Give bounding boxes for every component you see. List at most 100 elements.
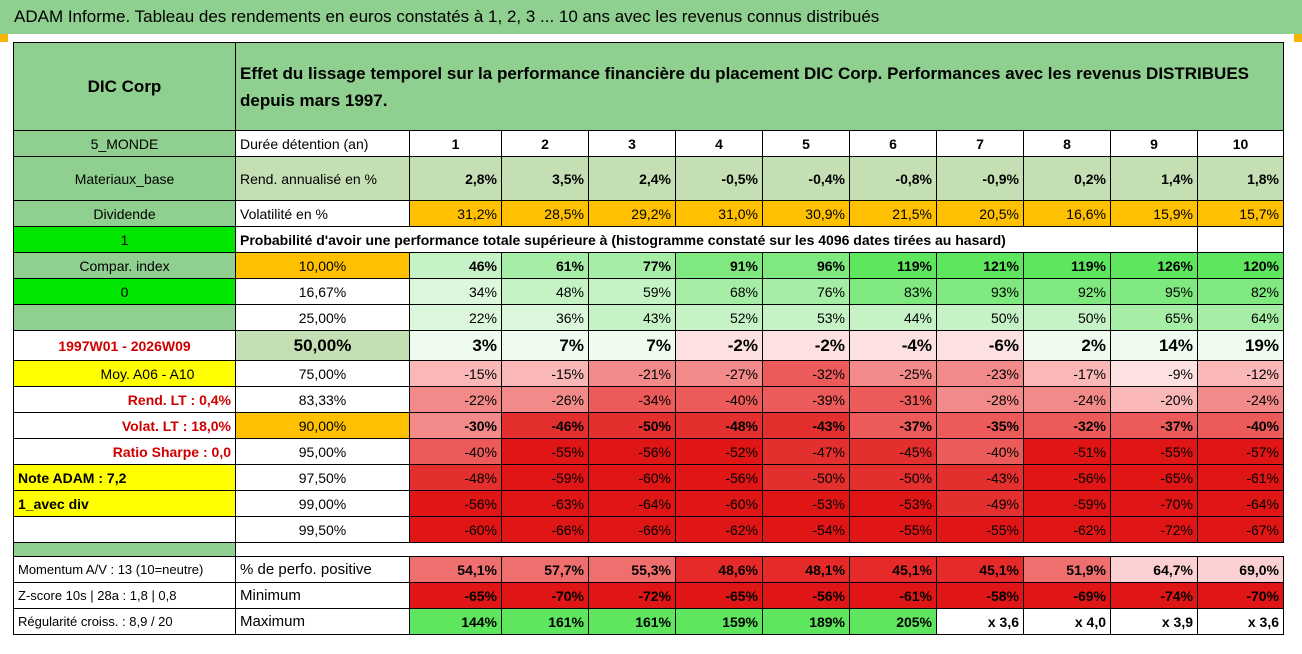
threshold-value: 50,00% [235, 330, 410, 361]
threshold-value: 16,67% [235, 278, 410, 305]
year-header: 9 [1110, 130, 1198, 157]
prob-value: 50% [936, 304, 1024, 331]
volat-value: 31,0% [675, 200, 763, 227]
prob-value: 50% [1023, 304, 1111, 331]
prob-value: -43% [762, 412, 850, 439]
prob-value: -23% [936, 360, 1024, 387]
prob-value: -61% [1197, 464, 1284, 491]
rend-lt-label: Rend. LT : 0,4% [13, 386, 236, 413]
prob-value: -53% [849, 490, 937, 517]
prob-value: -9% [1110, 360, 1198, 387]
prob-value: 36% [501, 304, 589, 331]
prob-value: -27% [675, 360, 763, 387]
maximum-value: 159% [675, 608, 763, 635]
prob-value: 120% [1197, 252, 1284, 279]
prob-value: -62% [1023, 516, 1111, 543]
prob-value: -47% [762, 438, 850, 465]
prob-value: -55% [849, 516, 937, 543]
prob-row: Moy. A06 - A10 75,00% -15% -15% -21% -27% -32%… [13, 360, 1284, 387]
header-row: DIC Corp Effet du lissage temporel sur la… [13, 42, 1284, 131]
proba-label: Probabilité d'avoir une performance tota… [235, 226, 1198, 253]
threshold-value: 90,00% [235, 412, 410, 439]
prob-value: -25% [849, 360, 937, 387]
year-header: 5 [762, 130, 850, 157]
year-header: 8 [1023, 130, 1111, 157]
threshold-value: 95,00% [235, 438, 410, 465]
prob-value: -56% [588, 438, 676, 465]
prob-value: -43% [936, 464, 1024, 491]
volat-value: 30,9% [762, 200, 850, 227]
flag-zero: 0 [13, 278, 236, 305]
prob-value: -48% [409, 464, 502, 491]
spacer-row [13, 542, 1284, 557]
rend-value: 0,2% [1023, 156, 1111, 201]
prob-value: 48% [501, 278, 589, 305]
minimum-label: Minimum [235, 582, 410, 609]
prob-value: -15% [409, 360, 502, 387]
rend-label: Rend. annualisé en % [235, 156, 410, 201]
prob-value: -22% [409, 386, 502, 413]
spacer-cell [235, 542, 1284, 557]
year-header: 4 [675, 130, 763, 157]
prob-value: -56% [675, 464, 763, 491]
prob-value: -56% [1023, 464, 1111, 491]
volat-value: 29,2% [588, 200, 676, 227]
pct-pos-row: Momentum A/V : 13 (10=neutre)% de perfo.… [13, 556, 1284, 583]
pct-pos-value: 48,6% [675, 556, 763, 583]
prob-value: -40% [409, 438, 502, 465]
minimum-value: -56% [762, 582, 850, 609]
note-label: Note ADAM : 7,2 [13, 464, 236, 491]
fund-name: DIC Corp [13, 42, 236, 131]
prob-value: 61% [501, 252, 589, 279]
prob-value: 59% [588, 278, 676, 305]
volat-row: Dividende Volatilité en % 31,2% 28,5% 29,2% 3… [13, 200, 1284, 227]
prob-value: 3% [409, 330, 502, 361]
pct-pos-value: 45,1% [936, 556, 1024, 583]
year-header: 1 [409, 130, 502, 157]
prob-value: -17% [1023, 360, 1111, 387]
pct-pos-value: 55,3% [588, 556, 676, 583]
prob-value: 68% [675, 278, 763, 305]
prob-value: -40% [1197, 412, 1284, 439]
dividend-label: Dividende [13, 200, 236, 227]
threshold-value: 99,50% [235, 516, 410, 543]
prob-value: 93% [936, 278, 1024, 305]
prob-value: 95% [1110, 278, 1198, 305]
regularite-label: Régularité croiss. : 8,9 / 20 [13, 608, 236, 635]
sharpe-label: Ratio Sharpe : 0,0 [13, 438, 236, 465]
threshold-value: 83,33% [235, 386, 410, 413]
prob-value: 7% [501, 330, 589, 361]
volat-value: 28,5% [501, 200, 589, 227]
year-header: 7 [936, 130, 1024, 157]
prob-value: -57% [1197, 438, 1284, 465]
rend-value: 2,4% [588, 156, 676, 201]
minimum-value: -70% [501, 582, 589, 609]
prob-value: -70% [1110, 490, 1198, 517]
threshold-value: 99,00% [235, 490, 410, 517]
maximum-value: 161% [501, 608, 589, 635]
prob-value: 14% [1110, 330, 1198, 361]
rend-value: -0,5% [675, 156, 763, 201]
maximum-value: 189% [762, 608, 850, 635]
moy-label: Moy. A06 - A10 [13, 360, 236, 387]
maximum-value: x 3,9 [1110, 608, 1198, 635]
prob-value: 119% [849, 252, 937, 279]
prob-value: -31% [849, 386, 937, 413]
maximum-value: 161% [588, 608, 676, 635]
prob-value: -2% [762, 330, 850, 361]
prob-value: -66% [501, 516, 589, 543]
volat-value: 21,5% [849, 200, 937, 227]
volat-label: Volatilité en % [235, 200, 410, 227]
maximum-value: 144% [409, 608, 502, 635]
prob-value: -55% [1110, 438, 1198, 465]
prob-value: -67% [1197, 516, 1284, 543]
minimum-row: Z-score 10s | 28a : 1,8 | 0,8 Minimum -65%… [13, 582, 1284, 609]
year-header: 3 [588, 130, 676, 157]
duree-label: Durée détention (an) [235, 130, 410, 157]
prob-value: 92% [1023, 278, 1111, 305]
flag-one: 1 [13, 226, 236, 253]
prob-row: 25,00% 22% 36% 43% 52% 53% 44% 50% 50% 65% 64% [13, 304, 1284, 331]
corner-marker [1294, 34, 1302, 42]
prob-value: -24% [1023, 386, 1111, 413]
prob-row: 0 16,67% 34% 48% 59% 68% 76% 83% 93% 92% 95% 82% [13, 278, 1284, 305]
